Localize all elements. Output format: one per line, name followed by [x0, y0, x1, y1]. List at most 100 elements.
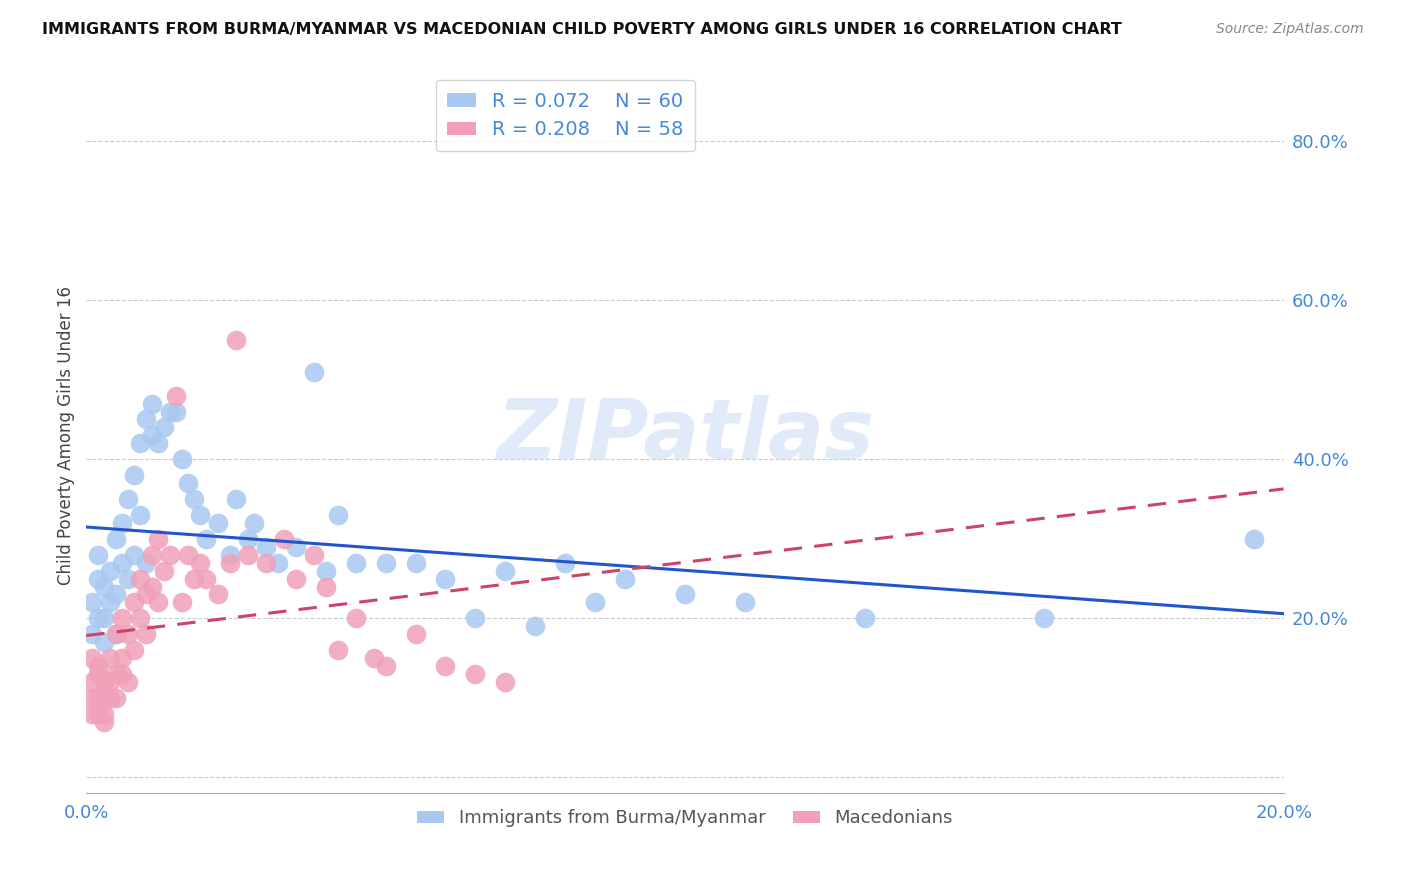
Point: [254, 556, 277, 570]
Point: [129, 436, 152, 450]
Point: [195, 532, 218, 546]
Point: [105, 667, 128, 681]
Point: [82, 595, 104, 609]
Point: [464, 667, 486, 681]
Point: [188, 508, 211, 522]
Point: [82, 706, 104, 721]
Point: [117, 627, 139, 641]
Point: [153, 564, 176, 578]
Point: [129, 611, 152, 625]
Point: [267, 556, 290, 570]
Point: [129, 572, 152, 586]
Point: [141, 396, 163, 410]
Point: [117, 491, 139, 506]
Point: [87, 690, 110, 705]
Point: [673, 587, 696, 601]
Point: [98, 690, 121, 705]
Point: [87, 667, 110, 681]
Point: [82, 690, 104, 705]
Point: [734, 595, 756, 609]
Point: [122, 595, 145, 609]
Point: [135, 556, 157, 570]
Point: [494, 564, 516, 578]
Point: [146, 595, 169, 609]
Text: IMMIGRANTS FROM BURMA/MYANMAR VS MACEDONIAN CHILD POVERTY AMONG GIRLS UNDER 16 C: IMMIGRANTS FROM BURMA/MYANMAR VS MACEDON…: [42, 22, 1122, 37]
Point: [153, 420, 176, 434]
Point: [225, 491, 247, 506]
Point: [195, 572, 218, 586]
Point: [105, 690, 128, 705]
Point: [170, 452, 193, 467]
Point: [524, 619, 547, 633]
Point: [141, 548, 163, 562]
Point: [93, 675, 115, 690]
Point: [363, 651, 385, 665]
Point: [236, 548, 259, 562]
Legend: Immigrants from Burma/Myanmar, Macedonians: Immigrants from Burma/Myanmar, Macedonia…: [411, 802, 960, 834]
Point: [434, 572, 457, 586]
Point: [87, 572, 110, 586]
Point: [93, 611, 115, 625]
Point: [243, 516, 266, 530]
Point: [82, 627, 104, 641]
Point: [170, 595, 193, 609]
Point: [273, 532, 295, 546]
Point: [117, 675, 139, 690]
Point: [87, 706, 110, 721]
Point: [188, 556, 211, 570]
Point: [434, 659, 457, 673]
Point: [87, 659, 110, 673]
Point: [129, 508, 152, 522]
Point: [183, 491, 205, 506]
Point: [315, 580, 337, 594]
Point: [494, 675, 516, 690]
Point: [583, 595, 606, 609]
Point: [141, 428, 163, 442]
Point: [82, 675, 104, 690]
Point: [122, 548, 145, 562]
Point: [135, 412, 157, 426]
Point: [315, 564, 337, 578]
Point: [284, 540, 307, 554]
Point: [146, 436, 169, 450]
Point: [326, 508, 349, 522]
Point: [302, 548, 325, 562]
Point: [87, 548, 110, 562]
Point: [302, 365, 325, 379]
Point: [344, 611, 367, 625]
Point: [135, 587, 157, 601]
Point: [93, 714, 115, 729]
Point: [219, 548, 242, 562]
Point: [117, 572, 139, 586]
Point: [183, 572, 205, 586]
Point: [177, 548, 200, 562]
Point: [177, 476, 200, 491]
Point: [105, 587, 128, 601]
Point: [87, 611, 110, 625]
Point: [146, 532, 169, 546]
Point: [93, 580, 115, 594]
Point: [93, 635, 115, 649]
Point: [554, 556, 576, 570]
Point: [207, 516, 229, 530]
Point: [405, 556, 427, 570]
Point: [111, 667, 134, 681]
Point: [105, 532, 128, 546]
Point: [122, 643, 145, 657]
Point: [82, 651, 104, 665]
Point: [98, 595, 121, 609]
Point: [111, 651, 134, 665]
Y-axis label: Child Poverty Among Girls Under 16: Child Poverty Among Girls Under 16: [58, 286, 75, 585]
Point: [98, 564, 121, 578]
Point: [374, 659, 396, 673]
Point: [159, 404, 181, 418]
Point: [614, 572, 637, 586]
Point: [93, 690, 115, 705]
Point: [219, 556, 242, 570]
Point: [374, 556, 396, 570]
Text: Source: ZipAtlas.com: Source: ZipAtlas.com: [1216, 22, 1364, 37]
Text: ZIPatlas: ZIPatlas: [496, 395, 875, 476]
Point: [853, 611, 876, 625]
Point: [93, 706, 115, 721]
Point: [141, 580, 163, 594]
